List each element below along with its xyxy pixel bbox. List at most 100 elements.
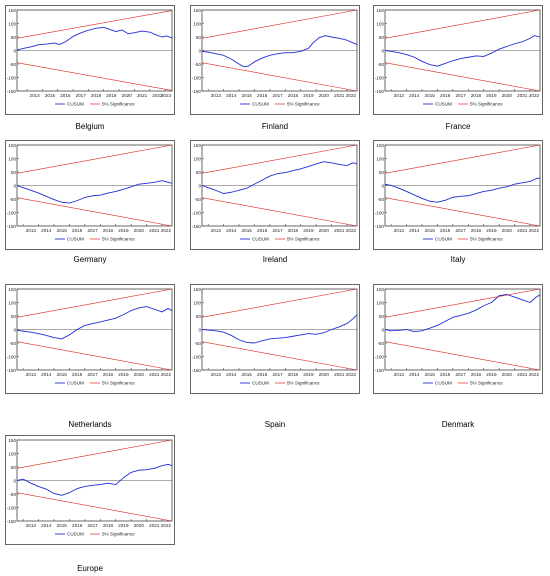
x-tick-label: 2019 [303, 228, 314, 233]
x-tick-label: 2014 [41, 523, 52, 528]
y-tick-label: 50 [11, 314, 17, 319]
x-tick-label: 2018 [471, 372, 482, 377]
y-tick-label: 100 [193, 300, 201, 305]
y-tick-label: -150 [192, 89, 202, 94]
x-tick-label: 2019 [486, 93, 497, 98]
x-tick-label: 2013 [26, 523, 37, 528]
chart-caption: Europe [77, 564, 103, 573]
x-tick-label: 2016 [72, 372, 83, 377]
x-tick-label: 2018 [91, 93, 102, 98]
y-tick-label: -50 [377, 197, 384, 202]
x-tick-label: 2016 [257, 93, 268, 98]
cusum-chart: 150 100 50 0 -50 -100 -150 2013 2014 2015 2016 2017… [5, 435, 175, 545]
x-tick-label: 2017 [455, 228, 466, 233]
significance-line [384, 197, 541, 227]
x-tick-label: 2016 [440, 93, 451, 98]
chart-panel: 150 100 50 0 -50 -100 -150 2013 2014 2015 2016 2017… [190, 5, 360, 115]
x-tick-label: 2020 [319, 228, 330, 233]
legend-cusum-label: CUSUM [67, 532, 84, 537]
x-tick-label: 2015 [425, 228, 436, 233]
x-tick-label: 2018 [103, 523, 114, 528]
x-tick-label: 2016 [440, 372, 451, 377]
y-tick-label: -50 [377, 62, 384, 67]
x-tick-label: 2014 [409, 228, 420, 233]
x-tick-label: 2018 [288, 372, 299, 377]
x-tick-label: 2020 [134, 228, 145, 233]
x-tick-label: 2016 [72, 523, 83, 528]
significance-line [201, 341, 358, 371]
y-tick-label: 100 [376, 300, 384, 305]
chart-caption: Ireland [262, 255, 288, 264]
y-tick-label: 0 [13, 48, 16, 53]
legend-significance-label: 5% Significance [470, 237, 503, 242]
x-tick-label: 2015 [57, 523, 68, 528]
x-tick-label: 2021 [517, 228, 528, 233]
cusum-chart: 150 100 50 0 -50 -100 -150 2013 2014 2015 2016 2017… [190, 5, 360, 115]
cusum-chart: 150 100 50 0 -50 -100 -150 2013 2014 2015 2016 2017… [373, 5, 543, 115]
y-tick-label: -50 [194, 197, 201, 202]
x-tick-label: 2020 [319, 93, 330, 98]
y-tick-label: 0 [381, 48, 384, 53]
y-tick-label: 150 [8, 143, 16, 148]
chart-panel: 150 100 50 0 -50 -100 -150 2013 2014 2015 2016 2017… [373, 5, 543, 115]
x-tick-label: 2022 [152, 93, 163, 98]
cusum-line [384, 35, 541, 67]
x-tick-label: 2015 [425, 372, 436, 377]
y-tick-label: -50 [377, 341, 384, 346]
cusum-chart: 150 100 50 0 -50 -100 -150 2013 2014 2015 2016 2017… [5, 140, 175, 250]
y-tick-label: -150 [7, 89, 17, 94]
legend-significance-label: 5% Significance [287, 102, 320, 107]
y-tick-label: 150 [8, 8, 16, 13]
x-tick-label: 2017 [87, 228, 98, 233]
x-tick-label: 2021 [149, 372, 160, 377]
x-tick-label: 2018 [288, 228, 299, 233]
y-tick-label: 0 [13, 327, 16, 332]
significance-line [384, 144, 541, 174]
y-tick-label: 50 [11, 170, 17, 175]
x-tick-label: 2017 [272, 93, 283, 98]
chart-frame [5, 284, 175, 394]
cusum-line [201, 161, 358, 195]
chart-frame [373, 140, 543, 250]
cusum-line [384, 177, 541, 203]
y-tick-label: -50 [9, 341, 16, 346]
chart-caption: Spain [264, 420, 286, 429]
x-tick-label: 2014 [30, 93, 41, 98]
chart-panel: 150 100 50 0 -50 -100 -150 2013 2014 2015 2016 2017… [5, 140, 175, 250]
y-tick-label: -100 [7, 505, 17, 510]
legend-significance-label: 5% Significance [287, 237, 320, 242]
x-tick-label: 2019 [118, 523, 129, 528]
x-tick-label: 2019 [106, 93, 117, 98]
chart-frame [5, 140, 175, 250]
y-tick-label: -150 [7, 368, 17, 373]
x-tick-label: 2019 [303, 93, 314, 98]
x-tick-label: 2014 [409, 93, 420, 98]
x-tick-label: 2013 [26, 228, 37, 233]
chart-caption: Germany [73, 255, 107, 264]
x-tick-label: 2022 [529, 372, 540, 377]
y-tick-label: 50 [379, 314, 385, 319]
chart-caption: Finland [261, 122, 289, 131]
x-tick-label: 2021 [334, 228, 345, 233]
significance-line [201, 62, 358, 92]
chart-caption: Belgium [75, 122, 105, 131]
y-tick-label: -100 [192, 210, 202, 215]
y-tick-label: 50 [11, 35, 17, 40]
x-tick-label: 2016 [60, 93, 71, 98]
significance-line [16, 341, 173, 371]
x-tick-label: 2014 [226, 372, 237, 377]
y-tick-label: 0 [381, 327, 384, 332]
y-tick-label: -150 [375, 368, 385, 373]
cusum-line [201, 314, 358, 344]
x-tick-label: 2022 [529, 93, 540, 98]
significance-line [384, 341, 541, 371]
legend-cusum-label: CUSUM [67, 102, 84, 107]
chart-frame [5, 435, 175, 545]
x-tick-label: 2020 [319, 372, 330, 377]
cusum-line [16, 463, 173, 496]
x-tick-label: 2021 [137, 93, 148, 98]
x-tick-label: 2017 [87, 523, 98, 528]
significance-line [16, 492, 173, 522]
legend-significance-label: 5% Significance [470, 102, 503, 107]
significance-line [16, 439, 173, 469]
